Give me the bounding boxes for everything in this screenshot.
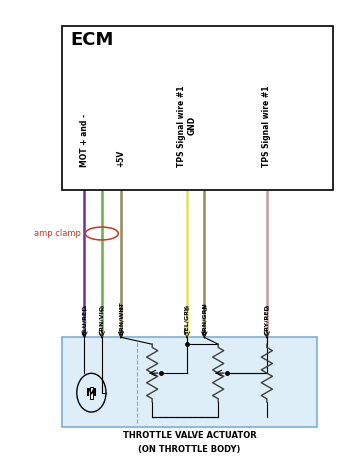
- Text: (ON THROTTLE BODY): (ON THROTTLE BODY): [138, 445, 241, 454]
- Text: THROTTLE VALVE ACTUATOR: THROTTLE VALVE ACTUATOR: [122, 431, 256, 440]
- Bar: [90, 387, 93, 398]
- Text: 4: 4: [119, 306, 123, 312]
- Text: BRN/WHT: BRN/WHT: [118, 301, 124, 335]
- Text: 3: 3: [265, 306, 269, 312]
- Bar: [62, 26, 333, 190]
- Text: TPS Signal wire #1: TPS Signal wire #1: [262, 85, 271, 167]
- Text: GRY/RED: GRY/RED: [264, 304, 269, 335]
- Text: 1: 1: [82, 306, 87, 312]
- Text: +5V: +5V: [116, 149, 125, 167]
- Text: amp clamp: amp clamp: [34, 229, 81, 238]
- Text: M: M: [86, 388, 97, 398]
- Text: MOT + and -: MOT + and -: [80, 113, 89, 167]
- Text: 2: 2: [100, 306, 104, 312]
- Text: ECM: ECM: [71, 31, 114, 50]
- Bar: [62, 337, 317, 427]
- Text: GRN/VIO: GRN/VIO: [99, 305, 104, 335]
- Text: BRN/GRN: BRN/GRN: [202, 302, 207, 335]
- Text: BLU/RED: BLU/RED: [82, 304, 87, 335]
- Text: 5: 5: [185, 306, 189, 312]
- Text: TPS Signal wire #1
GND: TPS Signal wire #1 GND: [177, 85, 197, 167]
- Text: 6: 6: [202, 306, 207, 312]
- Text: YEL/GRY: YEL/GRY: [184, 306, 190, 335]
